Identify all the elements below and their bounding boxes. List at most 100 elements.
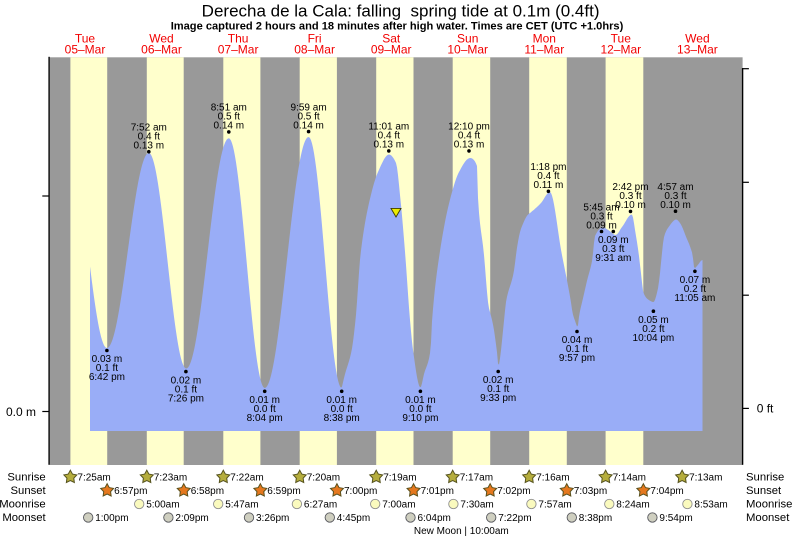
svg-text:Thu: Thu xyxy=(228,32,249,46)
svg-text:Wed: Wed xyxy=(685,32,709,46)
svg-text:0.13 m: 0.13 m xyxy=(374,140,405,151)
svg-text:0.5 ft: 0.5 ft xyxy=(218,112,240,123)
svg-text:05–Mar: 05–Mar xyxy=(65,43,106,57)
svg-text:7:16am: 7:16am xyxy=(536,473,569,484)
svg-text:Moonrise: Moonrise xyxy=(0,499,46,511)
svg-text:Sun: Sun xyxy=(457,32,478,46)
svg-text:0.01 m: 0.01 m xyxy=(405,395,436,406)
svg-text:8:24am: 8:24am xyxy=(616,500,649,511)
svg-text:0.10 m: 0.10 m xyxy=(615,200,646,211)
svg-text:Sunset: Sunset xyxy=(746,485,782,497)
svg-text:8:38 pm: 8:38 pm xyxy=(324,413,360,424)
svg-text:0.1 ft: 0.1 ft xyxy=(566,344,588,355)
svg-text:13–Mar: 13–Mar xyxy=(677,43,718,57)
svg-text:1:18 pm: 1:18 pm xyxy=(530,162,566,173)
svg-text:6:27am: 6:27am xyxy=(304,500,337,511)
svg-text:0.2 ft: 0.2 ft xyxy=(642,324,664,335)
svg-text:0.4 ft: 0.4 ft xyxy=(537,171,559,182)
svg-text:5:00am: 5:00am xyxy=(146,500,179,511)
svg-text:0.0 ft: 0.0 ft xyxy=(331,404,353,415)
svg-text:7:01pm: 7:01pm xyxy=(421,486,454,497)
svg-text:8:38pm: 8:38pm xyxy=(579,513,612,524)
svg-text:11–Mar: 11–Mar xyxy=(524,43,564,57)
svg-text:0.13 m: 0.13 m xyxy=(454,140,485,151)
svg-text:0.0 ft: 0.0 ft xyxy=(409,404,431,415)
svg-text:0.2 ft: 0.2 ft xyxy=(684,284,706,295)
svg-text:Tue: Tue xyxy=(611,32,632,46)
svg-text:7:20am: 7:20am xyxy=(307,473,340,484)
svg-text:0.0 m: 0.0 m xyxy=(6,405,36,419)
svg-text:12–Mar: 12–Mar xyxy=(600,43,641,57)
svg-text:0.4 ft: 0.4 ft xyxy=(138,132,160,143)
svg-text:7:02pm: 7:02pm xyxy=(497,486,530,497)
svg-text:0.14 m: 0.14 m xyxy=(214,121,245,132)
svg-text:7:00pm: 7:00pm xyxy=(344,486,377,497)
svg-text:0.02 m: 0.02 m xyxy=(171,375,202,386)
svg-text:Sunrise: Sunrise xyxy=(7,472,45,484)
svg-text:2:09pm: 2:09pm xyxy=(175,513,208,524)
svg-text:0.11 m: 0.11 m xyxy=(533,180,563,191)
svg-text:Derecha de la Cala: falling s: Derecha de la Cala: falling spring tide … xyxy=(202,2,600,21)
svg-text:3:26pm: 3:26pm xyxy=(256,513,289,524)
svg-text:Wed: Wed xyxy=(149,32,173,46)
svg-text:08–Mar: 08–Mar xyxy=(294,43,335,57)
svg-text:0.5 ft: 0.5 ft xyxy=(297,111,319,122)
svg-text:0.10 m: 0.10 m xyxy=(660,200,691,211)
svg-text:11:05 am: 11:05 am xyxy=(674,293,715,304)
svg-text:7:13am: 7:13am xyxy=(689,473,722,484)
svg-text:8:51 am: 8:51 am xyxy=(211,103,247,114)
svg-text:7:26 pm: 7:26 pm xyxy=(168,393,204,404)
svg-text:0.09 m: 0.09 m xyxy=(598,235,629,246)
svg-text:0.3 ft: 0.3 ft xyxy=(664,191,686,202)
svg-text:Image captured 2 hours and 18: Image captured 2 hours and 18 minutes af… xyxy=(171,21,624,33)
svg-text:Moonset: Moonset xyxy=(2,512,46,524)
svg-text:8:53am: 8:53am xyxy=(694,500,727,511)
svg-text:6:59pm: 6:59pm xyxy=(267,486,300,497)
svg-text:Sunset: Sunset xyxy=(11,485,47,497)
svg-text:7:22am: 7:22am xyxy=(230,473,263,484)
svg-text:Tue: Tue xyxy=(75,32,96,46)
svg-text:6:58pm: 6:58pm xyxy=(191,486,224,497)
svg-text:8:04 pm: 8:04 pm xyxy=(247,413,283,424)
svg-text:New Moon | 10:00am: New Moon | 10:00am xyxy=(414,526,509,537)
svg-text:7:25am: 7:25am xyxy=(77,473,110,484)
svg-text:0.07 m: 0.07 m xyxy=(680,275,711,286)
svg-text:10–Mar: 10–Mar xyxy=(447,43,488,57)
svg-text:Moonset: Moonset xyxy=(746,512,790,524)
svg-text:9:33 pm: 9:33 pm xyxy=(480,393,516,404)
svg-text:9:31 am: 9:31 am xyxy=(595,253,631,264)
svg-text:10:04 pm: 10:04 pm xyxy=(633,333,675,344)
svg-text:0.4 ft: 0.4 ft xyxy=(378,131,400,142)
svg-text:2:42 pm: 2:42 pm xyxy=(612,182,648,193)
svg-text:6:42 pm: 6:42 pm xyxy=(89,372,125,383)
svg-text:0.0 ft: 0.0 ft xyxy=(254,404,276,415)
svg-text:0 ft: 0 ft xyxy=(757,402,774,416)
svg-text:9:59 am: 9:59 am xyxy=(291,102,327,113)
svg-text:0.4 ft: 0.4 ft xyxy=(458,131,480,142)
svg-text:06–Mar: 06–Mar xyxy=(141,43,182,57)
svg-text:12:10 pm: 12:10 pm xyxy=(448,122,490,133)
svg-text:7:52 am: 7:52 am xyxy=(131,123,167,134)
svg-text:Moonrise: Moonrise xyxy=(746,499,792,511)
svg-text:9:54pm: 9:54pm xyxy=(659,513,692,524)
svg-text:0.3 ft: 0.3 ft xyxy=(590,211,612,222)
svg-text:09–Mar: 09–Mar xyxy=(371,43,412,57)
svg-text:7:30am: 7:30am xyxy=(460,500,493,511)
svg-text:7:03pm: 7:03pm xyxy=(574,486,607,497)
svg-text:7:23am: 7:23am xyxy=(154,473,187,484)
svg-text:7:57am: 7:57am xyxy=(538,500,571,511)
svg-text:Mon: Mon xyxy=(533,32,556,46)
svg-text:7:22pm: 7:22pm xyxy=(498,513,531,524)
svg-text:0.09 m: 0.09 m xyxy=(586,220,617,231)
svg-text:11:01 am: 11:01 am xyxy=(368,122,409,133)
svg-text:Sunrise: Sunrise xyxy=(746,472,784,484)
svg-text:Sat: Sat xyxy=(382,32,401,46)
svg-text:0.04 m: 0.04 m xyxy=(562,335,593,346)
svg-text:0.05 m: 0.05 m xyxy=(638,315,669,326)
svg-text:0.1 ft: 0.1 ft xyxy=(487,384,509,395)
svg-text:7:19am: 7:19am xyxy=(383,473,416,484)
svg-text:0.03 m: 0.03 m xyxy=(92,354,123,365)
svg-text:4:57 am: 4:57 am xyxy=(657,182,693,193)
svg-text:0.02 m: 0.02 m xyxy=(483,375,514,386)
svg-text:9:10 pm: 9:10 pm xyxy=(402,413,438,424)
